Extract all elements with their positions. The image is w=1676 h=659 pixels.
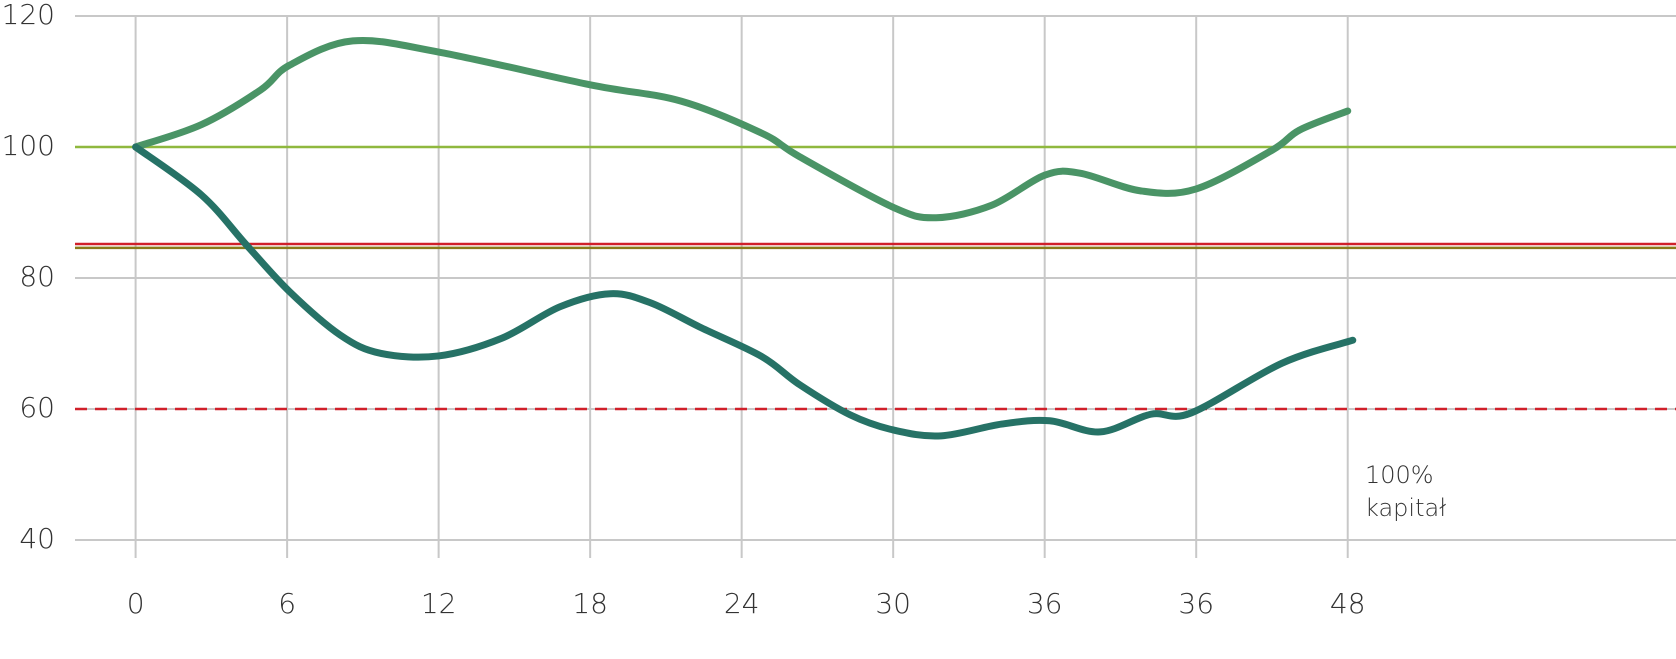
- y-tick-label: 80: [19, 260, 55, 293]
- x-tick-label: 18: [572, 587, 608, 620]
- x-tick-label: 24: [724, 587, 760, 620]
- x-tick-label: 12: [421, 587, 457, 620]
- series-line: [132, 143, 1357, 440]
- x-tick-label: 36: [1027, 587, 1063, 620]
- annotation: kapitał: [1365, 494, 1446, 522]
- y-tick-label: 120: [2, 0, 55, 31]
- x-tick-label: 30: [875, 587, 911, 620]
- x-tick-label: 6: [278, 587, 296, 620]
- x-tick-label: 0: [127, 587, 145, 620]
- annotation: 100%: [1365, 461, 1434, 489]
- series-line: [132, 36, 1352, 222]
- x-tick-label: 48: [1330, 587, 1366, 620]
- y-tick-label: 60: [19, 391, 55, 424]
- y-tick-label: 40: [19, 522, 55, 555]
- y-tick-label: 100: [2, 129, 55, 162]
- x-tick-label: 36: [1178, 587, 1214, 620]
